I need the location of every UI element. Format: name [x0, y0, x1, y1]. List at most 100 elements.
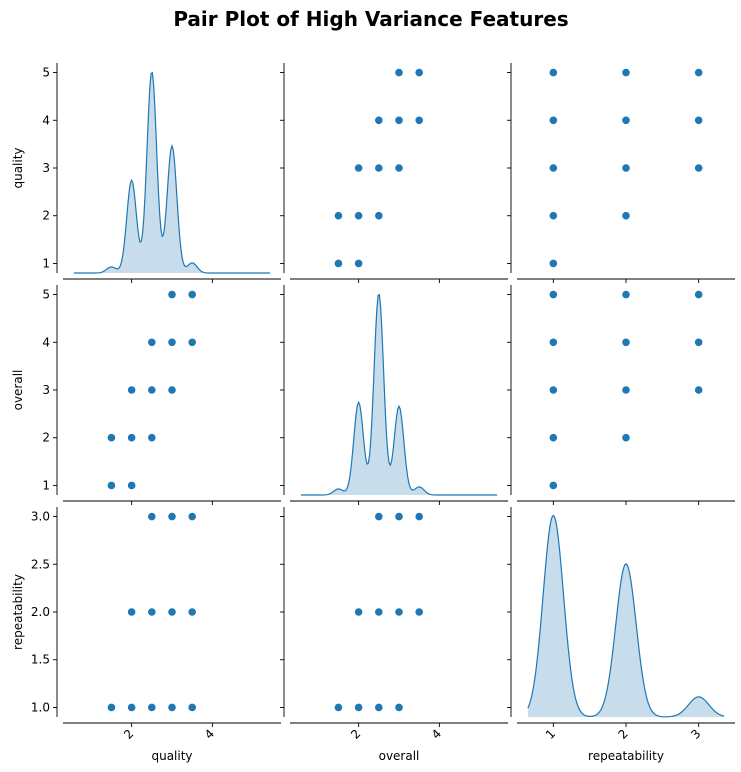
- point-overall-vs-quality-5: [148, 433, 156, 442]
- point-repeatability-vs-overall-3: [375, 703, 383, 712]
- x-tick-label: 2: [616, 727, 631, 742]
- point-quality-vs-overall-12: [415, 68, 423, 77]
- point-quality-vs-overall-5: [375, 211, 383, 220]
- kde-line-quality: [73, 71, 271, 274]
- y-tick-label: 1.0: [31, 700, 50, 714]
- point-quality-vs-overall-7: [375, 116, 383, 125]
- point-repeatability-vs-quality-8: [168, 512, 176, 521]
- x-tick-label: 1: [543, 727, 558, 742]
- y-axis-label-quality: quality: [11, 147, 25, 188]
- x-axis-label-overall: overall: [379, 749, 420, 763]
- point-overall-vs-repeatability-6: [622, 386, 630, 394]
- panel-quality-vs-repeatability: [507, 63, 735, 283]
- point-quality-vs-repeatability-6: [622, 164, 630, 172]
- point-repeatability-vs-overall-4: [375, 608, 383, 616]
- point-quality-vs-repeatability-5: [622, 211, 630, 220]
- panels: 1 2 3 4 5 quality 1 2 3 4 5 overall 1.0 1.5 2.0 2.5 3.0 2…: [11, 63, 735, 763]
- point-quality-vs-overall-0: [334, 259, 343, 268]
- point-repeatability-vs-overall-6: [395, 703, 403, 712]
- kde-area-repeatability: [527, 515, 725, 717]
- point-overall-vs-repeatability-3: [549, 338, 558, 347]
- y-tick-label: 1: [42, 256, 50, 270]
- x-axis-label-repeatability: repeatability: [588, 749, 664, 763]
- x-tick-label: 2: [121, 727, 136, 742]
- kde-area-overall: [300, 294, 498, 495]
- point-quality-vs-repeatability-10: [694, 116, 703, 125]
- point-overall-vs-quality-1: [107, 433, 116, 442]
- point-overall-vs-quality-0: [107, 481, 116, 490]
- point-quality-vs-repeatability-3: [549, 116, 558, 125]
- point-overall-vs-quality-9: [168, 338, 176, 347]
- point-quality-vs-repeatability-2: [549, 164, 558, 172]
- point-quality-vs-overall-11: [415, 116, 423, 125]
- x-axis-label-quality: quality: [151, 749, 192, 763]
- y-tick-label: 3.0: [31, 510, 50, 524]
- x-tick-label: 2: [348, 727, 363, 742]
- y-tick-label: 2.5: [31, 557, 50, 571]
- panel-overall-vs-quality: 1 2 3 4 5 overall: [11, 285, 281, 505]
- point-repeatability-vs-overall-0: [334, 703, 343, 712]
- point-quality-vs-overall-4: [354, 164, 363, 172]
- point-quality-vs-repeatability-9: [694, 164, 703, 172]
- y-tick-label: 2: [42, 431, 50, 445]
- point-overall-vs-repeatability-4: [549, 290, 558, 299]
- panel-overall-vs-overall: [280, 285, 508, 505]
- point-quality-vs-overall-6: [375, 164, 383, 172]
- point-quality-vs-repeatability-1: [549, 211, 558, 220]
- point-repeatability-vs-quality-9: [188, 703, 196, 712]
- point-repeatability-vs-quality-5: [148, 512, 156, 521]
- chart-title: Pair Plot of High Variance Features: [173, 7, 568, 31]
- point-quality-vs-repeatability-8: [622, 68, 630, 77]
- panel-repeatability-vs-quality: 1.0 1.5 2.0 2.5 3.0 2 4 repeatability quality: [11, 507, 281, 763]
- point-repeatability-vs-quality-11: [188, 512, 196, 521]
- point-quality-vs-overall-8: [395, 164, 403, 172]
- point-repeatability-vs-overall-7: [395, 608, 403, 616]
- kde-line-overall: [300, 293, 498, 496]
- point-overall-vs-quality-3: [127, 433, 136, 442]
- y-tick-label: 1.5: [31, 653, 50, 667]
- point-overall-vs-repeatability-0: [549, 481, 558, 490]
- y-tick-label: 3: [42, 161, 50, 175]
- point-overall-vs-repeatability-5: [622, 433, 630, 442]
- point-quality-vs-overall-9: [395, 116, 403, 125]
- point-overall-vs-repeatability-10: [694, 338, 703, 347]
- point-overall-vs-quality-12: [188, 290, 196, 299]
- point-overall-vs-repeatability-7: [622, 338, 630, 347]
- y-tick-label: 2: [42, 209, 50, 223]
- point-overall-vs-repeatability-2: [549, 386, 558, 394]
- point-overall-vs-quality-8: [168, 386, 176, 394]
- y-axis-label-overall: overall: [11, 370, 25, 411]
- x-tick-label: 4: [429, 727, 444, 742]
- point-repeatability-vs-quality-1: [127, 703, 136, 712]
- panel-repeatability-vs-overall: 2 4 overall: [280, 507, 508, 763]
- point-overall-vs-quality-2: [127, 481, 136, 490]
- point-repeatability-vs-quality-10: [188, 608, 196, 616]
- point-quality-vs-repeatability-7: [622, 116, 630, 125]
- point-quality-vs-overall-2: [354, 259, 363, 268]
- y-axis-label-repeatability: repeatability: [11, 574, 25, 650]
- point-quality-vs-repeatability-0: [549, 259, 558, 268]
- y-tick-label: 5: [42, 288, 50, 302]
- point-overall-vs-quality-6: [148, 386, 156, 394]
- panel-quality-vs-quality: 1 2 3 4 5 quality: [11, 63, 281, 283]
- x-tick-label: 4: [202, 727, 217, 742]
- point-repeatability-vs-overall-10: [415, 512, 423, 521]
- point-repeatability-vs-overall-8: [395, 512, 403, 521]
- point-overall-vs-quality-4: [127, 386, 136, 394]
- point-quality-vs-overall-1: [334, 211, 343, 220]
- point-repeatability-vs-quality-7: [168, 608, 176, 616]
- point-overall-vs-repeatability-1: [549, 433, 558, 442]
- point-repeatability-vs-quality-4: [148, 608, 156, 616]
- point-overall-vs-quality-11: [188, 338, 196, 347]
- point-quality-vs-repeatability-11: [694, 68, 703, 77]
- point-overall-vs-repeatability-8: [622, 290, 630, 299]
- point-overall-vs-repeatability-11: [694, 290, 703, 299]
- panel-quality-vs-overall: [280, 63, 508, 283]
- y-tick-label: 5: [42, 66, 50, 80]
- y-tick-label: 4: [42, 335, 50, 349]
- y-tick-label: 4: [42, 113, 50, 127]
- point-overall-vs-quality-10: [168, 290, 176, 299]
- point-overall-vs-repeatability-9: [694, 386, 703, 394]
- y-tick-label: 2.0: [31, 605, 50, 619]
